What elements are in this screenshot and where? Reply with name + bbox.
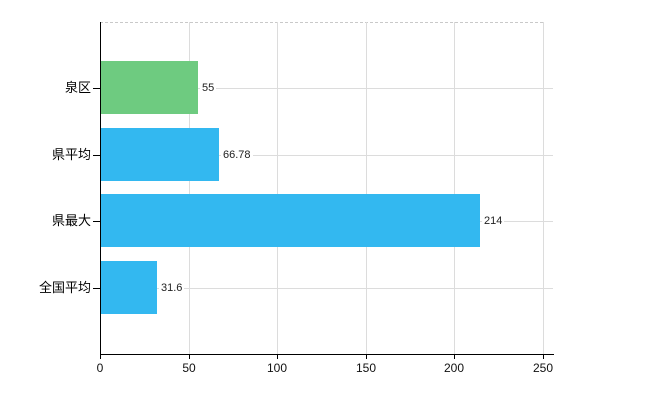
x-axis-tick [454,354,455,359]
category-gridline [100,155,553,156]
y-axis-tick [93,288,100,289]
plot-top-border [100,22,543,23]
y-axis-tick [93,155,100,156]
x-axis-tick [189,354,190,359]
y-axis [100,22,101,355]
x-axis-tick [543,354,544,359]
category-label: 泉区 [64,80,91,95]
category-label: 県最大 [51,213,91,228]
x-axis-tick [366,354,367,359]
category-label: 全国平均 [38,280,91,295]
x-tick-label: 50 [182,361,196,375]
y-axis-tick [93,221,100,222]
category-gridline [100,288,553,289]
x-gridline [277,22,278,354]
x-tick-label: 200 [443,361,465,375]
category-label: 県平均 [51,147,91,162]
x-gridline [366,22,367,354]
value-label: 214 [482,214,505,228]
x-axis-tick [277,354,278,359]
x-gridline [543,22,544,354]
category-gridline [100,88,553,89]
x-tick-label: 100 [266,361,288,375]
x-gridline [454,22,455,354]
y-axis-tick [93,88,100,89]
value-label: 66.78 [221,148,253,162]
x-axis-tick [100,354,101,359]
value-label: 31.6 [159,281,185,295]
x-tick-label: 0 [96,361,104,375]
x-axis [100,354,554,355]
value-label: 55 [200,81,217,95]
x-gridline [189,22,190,354]
x-tick-label: 150 [355,361,377,375]
bar-1 [101,61,198,114]
bar-3 [101,194,480,247]
x-tick-label: 250 [532,361,554,375]
bar-4 [101,261,157,314]
bar-2 [101,128,219,181]
